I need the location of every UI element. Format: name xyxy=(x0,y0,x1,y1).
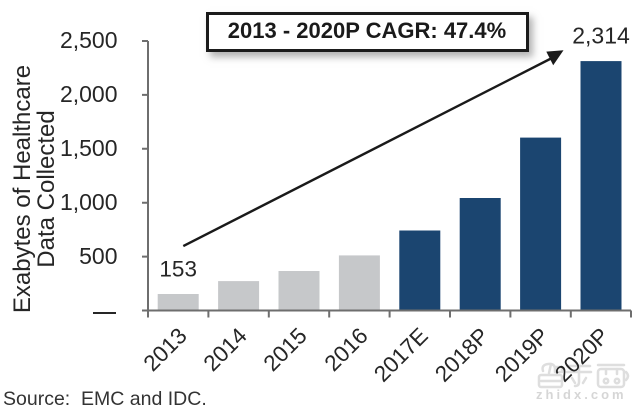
svg-text:2,314: 2,314 xyxy=(572,23,630,49)
svg-text:153: 153 xyxy=(159,257,197,282)
svg-text:zhidx.com: zhidx.com xyxy=(536,387,627,402)
